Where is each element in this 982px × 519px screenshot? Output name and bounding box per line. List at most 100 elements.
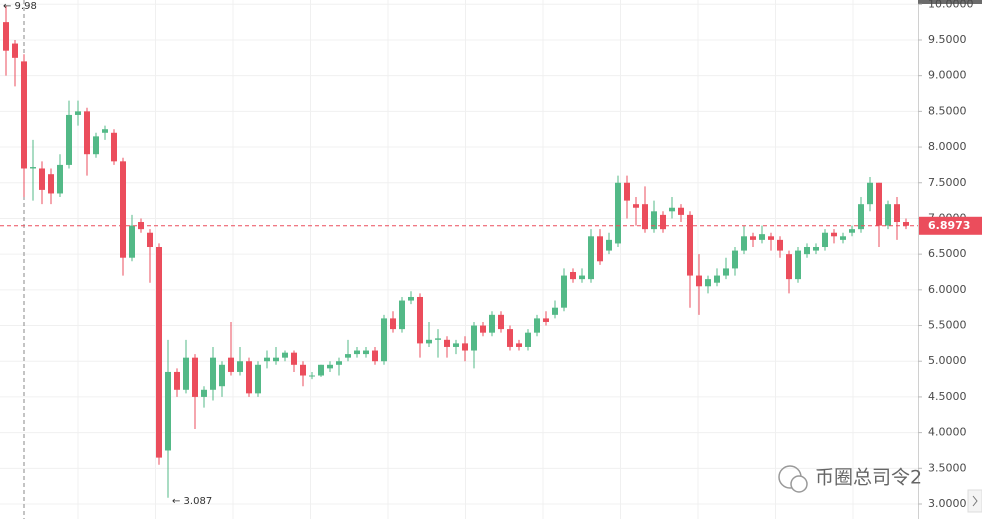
candle-body [336,361,342,365]
candle-body [129,225,135,258]
candle-body [471,325,477,351]
candle-body [795,250,801,280]
high-annotation: ← 9.98 [3,1,37,12]
y-tick-label: 8.5000 [928,104,967,117]
candle-body [678,207,684,215]
candle-body [606,239,612,251]
candle-body [246,361,252,394]
candle-body [75,111,81,115]
candle-body [183,357,189,390]
low-annotation: ← 3.087 [172,496,212,507]
candle-body [723,268,729,276]
candle-body [525,332,531,347]
candle-body [408,296,414,301]
candle-body [561,275,567,308]
candle-body [696,275,702,287]
candle-body [759,234,765,240]
candle-body [381,318,387,362]
candle-body [417,296,423,344]
y-tick-label: 3.5000 [928,461,967,474]
candle-body [120,161,126,258]
last-price-box [919,216,982,235]
scroll-button[interactable] [967,489,982,513]
candle-body [849,229,855,233]
candle-body [435,338,441,340]
candle-body [516,343,522,347]
candle-body [165,371,171,451]
candle-body [327,364,333,369]
watermark-text: 币圈总司令2 [815,467,922,489]
candle-body [453,343,459,347]
candle-body [750,236,756,240]
y-tick-label: 10.0000 [928,0,974,10]
candle-body [372,350,378,362]
candle-body [300,364,306,376]
candle-body [507,329,513,347]
candle-body [3,22,9,51]
candle-body [741,236,747,251]
candle-body [777,239,783,251]
candle-body [876,182,882,226]
candle-body [111,132,117,162]
candle-body [102,129,108,133]
candle-body [669,207,675,212]
candle-body [30,167,36,169]
candle-body [687,214,693,276]
candle-body [840,236,846,240]
candle-body [363,350,369,355]
vertical-grid [0,0,918,519]
axis-top-bar [918,0,982,4]
candle-body [624,182,630,201]
candle-body [570,271,576,280]
candle-body [858,204,864,230]
candle-body [831,232,837,237]
y-tick-label: 7.5000 [928,176,967,189]
candle-body [633,204,639,208]
y-tick-label: 5.5000 [928,319,967,332]
candle-body [651,211,657,230]
candle-body [885,204,891,226]
candle-body [894,204,900,223]
candle-body [309,375,315,377]
candle-body [66,114,72,165]
candle-body [84,111,90,155]
watermark: 币圈总司令2 [778,465,922,493]
candle-body [282,352,288,358]
candle-body [786,254,792,280]
candle-body [156,247,162,458]
y-tick-label: 4.0000 [928,426,967,439]
y-tick-label: 3.0000 [928,497,967,510]
candle-body [498,314,504,330]
candle-body [543,318,549,322]
candle-body [732,250,738,269]
candle-body [399,300,405,330]
candle-body [867,182,873,205]
candle-body [615,182,621,244]
candle-body [201,389,207,397]
candle-body [588,236,594,280]
candle-body [255,364,261,394]
candle-body [228,357,234,372]
watermark-icon [790,475,808,493]
candle-body [147,232,153,248]
candle-body [813,247,819,251]
candle-body [57,164,63,194]
y-tick-label: 8.0000 [928,140,967,153]
y-tick-label: 5.0000 [928,354,967,367]
candle-body [390,318,396,330]
candle-body [12,43,18,58]
candle-body [237,361,243,372]
candle-body [705,279,711,287]
candle-body [174,371,180,390]
candle-body [291,352,297,365]
candle-body [21,61,27,169]
candle-body [903,222,909,226]
last-price-label: 6.8973 [928,219,970,232]
y-tick-label: 9.0000 [928,69,967,82]
candle-body [210,357,216,390]
candle-body [219,364,225,387]
candle-body [426,339,432,344]
